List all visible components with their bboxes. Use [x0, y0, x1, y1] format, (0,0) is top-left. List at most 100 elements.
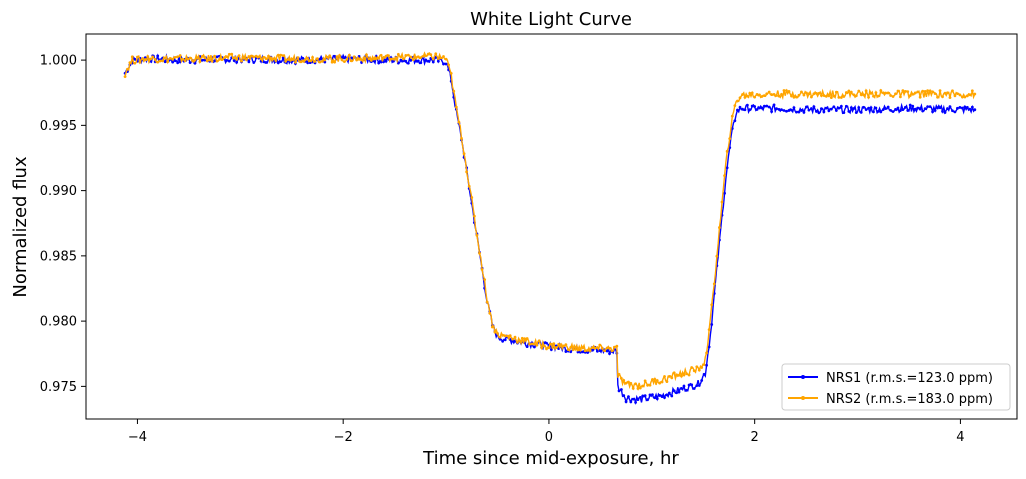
data-point	[328, 54, 332, 58]
data-point	[655, 397, 659, 401]
data-point	[675, 373, 679, 377]
data-point	[908, 94, 912, 98]
data-point	[564, 343, 568, 347]
y-tick-label: 0.995	[40, 119, 77, 134]
data-point	[143, 58, 147, 61]
data-point	[200, 55, 204, 58]
data-point	[951, 109, 954, 113]
data-point	[372, 59, 376, 63]
data-point	[658, 394, 662, 397]
data-point	[414, 56, 418, 60]
data-point	[847, 89, 851, 93]
data-point	[741, 93, 744, 96]
data-point	[591, 346, 594, 349]
x-tick-label: 4	[956, 430, 964, 445]
data-point	[682, 373, 686, 377]
data-point	[926, 89, 930, 93]
data-point	[958, 93, 962, 97]
data-point	[210, 59, 214, 63]
data-point	[352, 55, 356, 59]
y-tick-label: 0.990	[40, 184, 77, 199]
data-point	[802, 110, 806, 114]
data-point	[834, 109, 838, 112]
data-point	[335, 55, 339, 59]
data-point	[946, 107, 949, 110]
data-point	[467, 184, 471, 188]
data-point	[627, 380, 630, 384]
data-point	[498, 337, 502, 341]
data-point	[355, 58, 359, 62]
data-point	[725, 166, 729, 170]
data-point	[232, 56, 236, 60]
data-point	[571, 348, 575, 352]
data-point	[318, 60, 322, 64]
data-point	[424, 58, 428, 62]
data-point	[762, 94, 766, 98]
data-point	[308, 59, 312, 62]
data-point	[653, 396, 657, 400]
data-point	[891, 110, 895, 113]
y-tick-label: 0.980	[40, 315, 77, 330]
data-point	[827, 109, 831, 113]
data-point	[968, 93, 972, 97]
data-point	[923, 90, 927, 93]
data-point	[800, 109, 803, 112]
data-point	[501, 339, 505, 343]
data-point	[478, 251, 481, 255]
x-tick-label: −4	[128, 430, 147, 445]
data-point	[867, 106, 870, 110]
data-point	[333, 60, 337, 64]
data-point	[439, 56, 443, 60]
data-point	[641, 384, 645, 388]
x-axis-label: Time since mid-exposure, hr	[422, 448, 679, 469]
data-point	[525, 337, 529, 340]
data-point	[409, 55, 413, 59]
data-point	[286, 58, 290, 61]
data-point	[864, 108, 868, 112]
data-point	[973, 92, 977, 96]
data-point	[171, 57, 175, 61]
data-point	[377, 56, 381, 60]
data-point	[636, 398, 640, 402]
data-point	[303, 58, 307, 62]
series-line	[124, 51, 976, 392]
data-point	[728, 137, 732, 141]
data-point	[730, 114, 734, 118]
data-point	[579, 348, 582, 352]
data-point	[748, 108, 752, 112]
data-point	[899, 95, 902, 99]
data-point	[622, 394, 626, 397]
data-point	[672, 389, 676, 393]
data-point	[343, 60, 346, 63]
data-point	[249, 54, 253, 58]
data-point	[188, 61, 192, 65]
data-point	[894, 108, 897, 111]
data-point	[837, 106, 841, 110]
data-point	[663, 375, 666, 378]
data-point	[795, 110, 798, 114]
data-point	[406, 53, 410, 57]
data-point	[559, 343, 563, 347]
data-point	[973, 108, 977, 112]
data-point	[203, 56, 207, 60]
data-point	[525, 345, 529, 349]
plot-frame	[85, 33, 1018, 420]
data-point	[767, 105, 771, 109]
data-point	[770, 110, 774, 114]
data-point	[595, 346, 599, 349]
data-point	[675, 391, 679, 395]
data-point	[465, 170, 469, 174]
data-point	[772, 92, 776, 96]
data-point	[736, 99, 739, 103]
data-point	[844, 104, 848, 108]
data-point	[738, 105, 742, 109]
data-point	[685, 372, 688, 376]
y-axis-ticks: 0.975 0.980 0.985 0.990 0.995 1.000	[40, 54, 86, 395]
data-point	[780, 92, 783, 96]
data-point	[710, 303, 714, 307]
legend-box	[781, 363, 1011, 411]
data-point	[301, 56, 305, 60]
data-point	[690, 366, 694, 369]
data-point	[906, 109, 910, 112]
data-point	[151, 55, 155, 59]
